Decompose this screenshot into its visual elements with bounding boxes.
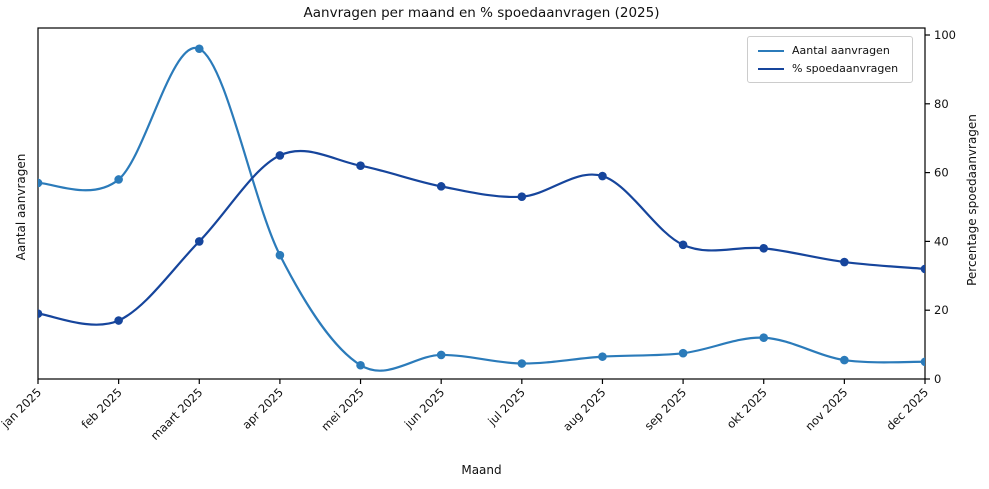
legend-line-swatch-spoedaanvragen bbox=[758, 67, 784, 70]
x-tick-label: dec 2025 bbox=[883, 385, 931, 433]
x-tick-label: nov 2025 bbox=[802, 385, 850, 433]
x-tick-label: mei 2025 bbox=[318, 385, 366, 433]
data-point-aantal-aanvragen bbox=[114, 175, 123, 184]
y-tick-label-right: 100 bbox=[934, 28, 956, 42]
y-tick-label-right: 0 bbox=[934, 372, 941, 386]
legend-label: % spoedaanvragen bbox=[792, 62, 899, 75]
y-axis-label-right: Percentage spoedaanvragen bbox=[965, 114, 979, 286]
y-tick-label-right: 20 bbox=[934, 303, 949, 317]
data-point-spoedaanvragen bbox=[598, 171, 607, 181]
data-point-spoedaanvragen bbox=[194, 237, 204, 246]
legend: Aantal aanvragen % spoedaanvragen bbox=[747, 36, 913, 83]
x-tick-label: sep 2025 bbox=[642, 385, 690, 433]
x-tick-label: apr 2025 bbox=[239, 385, 286, 432]
y-tick-label-right: 60 bbox=[934, 166, 949, 180]
data-point-spoedaanvragen bbox=[920, 264, 925, 274]
legend-entry: Aantal aanvragen bbox=[758, 43, 904, 58]
x-tick-label: aug 2025 bbox=[560, 385, 608, 433]
data-point-spoedaanvragen bbox=[678, 240, 688, 250]
y-axis-label-left: Aantal aanvragen bbox=[14, 153, 28, 261]
data-point-aantal-aanvragen bbox=[356, 360, 365, 370]
data-point-spoedaanvragen bbox=[114, 316, 123, 325]
data-point-spoedaanvragen bbox=[840, 257, 849, 267]
data-point-aantal-aanvragen bbox=[598, 352, 607, 361]
series-line-spoedaanvragen bbox=[38, 149, 925, 326]
legend-label: Aantal aanvragen bbox=[792, 44, 890, 57]
x-tick-label: feb 2025 bbox=[79, 385, 125, 431]
legend-line-swatch-aantal-aanvragen bbox=[758, 49, 784, 52]
data-point-spoedaanvragen bbox=[759, 243, 769, 253]
x-tick-label: jul 2025 bbox=[484, 385, 528, 429]
data-point-aantal-aanvragen bbox=[275, 250, 285, 260]
y-tick-label-right: 40 bbox=[934, 234, 949, 248]
y-tick-label-right: 80 bbox=[934, 97, 949, 111]
data-point-aantal-aanvragen bbox=[840, 355, 849, 365]
data-point-aantal-aanvragen bbox=[678, 348, 688, 358]
data-point-spoedaanvragen bbox=[436, 182, 446, 191]
data-point-aantal-aanvragen bbox=[759, 333, 769, 343]
data-point-aantal-aanvragen bbox=[920, 357, 925, 367]
data-point-aantal-aanvragen bbox=[517, 359, 527, 368]
chart-title: Aanvragen per maand en % spoedaanvragen … bbox=[303, 5, 660, 21]
x-tick-label: maart 2025 bbox=[148, 385, 206, 443]
x-tick-label: jan 2025 bbox=[0, 385, 44, 431]
data-point-spoedaanvragen bbox=[517, 192, 527, 201]
x-tick-label: okt 2025 bbox=[724, 385, 770, 431]
series-line-aantal-aanvragen bbox=[38, 46, 925, 372]
x-axis-label: Maand bbox=[461, 463, 502, 477]
data-point-spoedaanvragen bbox=[275, 151, 285, 160]
data-point-spoedaanvragen bbox=[38, 309, 43, 318]
data-point-aantal-aanvragen bbox=[436, 350, 446, 360]
data-point-aantal-aanvragen bbox=[38, 178, 43, 188]
axes-spines bbox=[37, 27, 926, 380]
legend-entry: % spoedaanvragen bbox=[758, 61, 904, 76]
data-point-spoedaanvragen bbox=[356, 161, 365, 171]
data-point-aantal-aanvragen bbox=[194, 44, 204, 54]
x-tick-label: jun 2025 bbox=[401, 385, 447, 431]
